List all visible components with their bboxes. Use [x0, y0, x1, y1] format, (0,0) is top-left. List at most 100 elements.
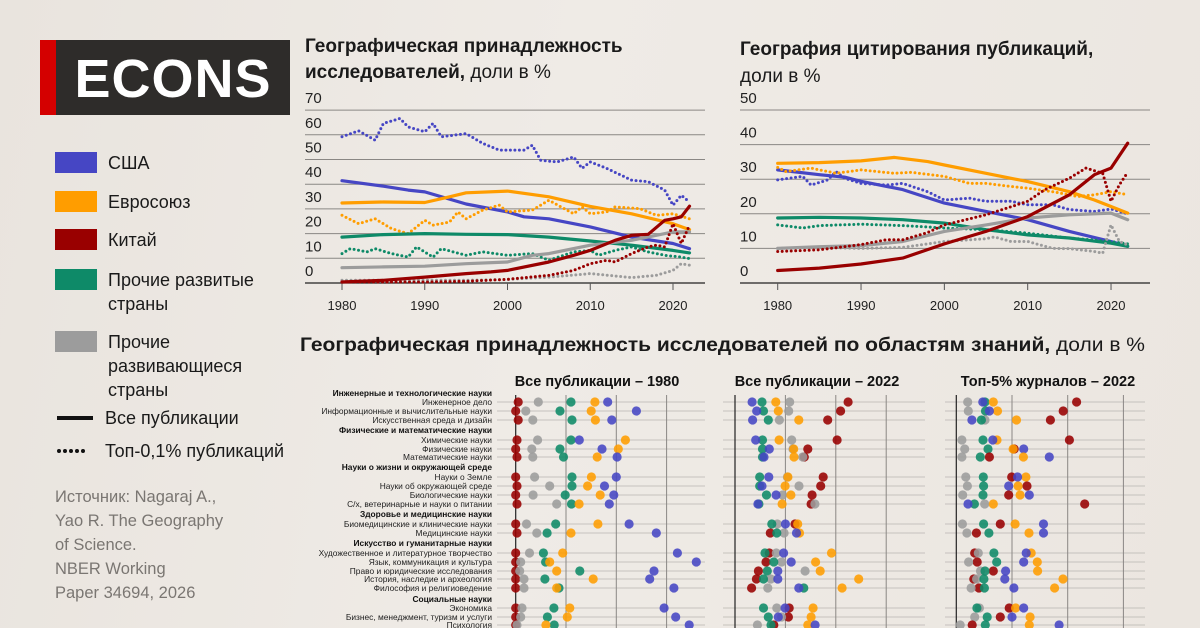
dot-Прочие развивающиеся страны: [955, 620, 965, 628]
dot-Прочие развивающиеся страны: [784, 406, 794, 416]
legend-label: развивающиеся: [108, 356, 242, 376]
dot-Китай: [783, 612, 794, 622]
dot-Прочие развивающиеся страны: [787, 435, 797, 445]
dot-Китай: [512, 499, 522, 509]
y-tick-label: 50: [740, 90, 757, 107]
dot-Евросоюз: [1010, 519, 1020, 529]
dot-Евросоюз: [803, 620, 813, 628]
dot-США: [645, 574, 655, 584]
fields-dot-plot: Географическая принадлежность исследоват…: [300, 335, 1145, 628]
dot-США: [691, 557, 701, 567]
dot-Китай: [511, 603, 521, 613]
dot-Евросоюз: [837, 583, 847, 593]
dot-США: [1019, 557, 1029, 567]
dot-Прочие развитые страны: [975, 452, 985, 462]
dot-Китай: [807, 490, 817, 500]
dot-США: [1054, 620, 1064, 628]
legend-label: Прочие: [108, 332, 170, 352]
series-line-dotted: [776, 223, 1130, 255]
y-tick-label: 30: [305, 189, 322, 206]
dot-Прочие развивающиеся страны: [528, 452, 538, 462]
dot-США: [1038, 519, 1049, 529]
dot-Китай: [818, 472, 828, 482]
field-label: Психология: [447, 620, 492, 628]
dot-США: [984, 406, 995, 416]
dot-Китай: [511, 472, 521, 482]
dot-Прочие развитые страны: [979, 574, 989, 584]
legend-swatch: [55, 331, 97, 352]
dot-Евросоюз: [586, 472, 597, 482]
dot-Евросоюз: [620, 435, 631, 445]
legend-swatch: [55, 191, 97, 212]
dot-США: [1007, 612, 1017, 622]
dot-Прочие развитые страны: [758, 574, 769, 584]
dot-Прочие развивающиеся страны: [798, 452, 808, 462]
dot-Евросоюз: [808, 603, 818, 613]
field-label: Биологические науки: [410, 490, 493, 500]
dot-США: [1019, 444, 1029, 454]
legend-swatch: [55, 152, 97, 173]
dot-Прочие развивающиеся страны: [800, 566, 810, 576]
dot-Евросоюз: [541, 620, 551, 628]
dot-Прочие развитые страны: [757, 444, 768, 454]
y-tick-label: 70: [305, 90, 322, 107]
dot-Китай: [972, 557, 982, 567]
dot-Евросоюз: [558, 548, 568, 558]
dot-Евросоюз: [562, 612, 572, 622]
legend-swatch: [55, 229, 97, 250]
dot-США: [669, 583, 679, 593]
dot-Прочие развивающиеся страны: [964, 557, 974, 567]
field-label: Биомедицинские и клинические науки: [344, 519, 492, 529]
dot-США: [753, 499, 763, 509]
title-bold: География цитирования публикаций,: [740, 39, 1093, 60]
dot-Прочие развивающиеся страны: [552, 499, 562, 509]
source-line: Paper 34694, 2026: [55, 584, 195, 602]
dot-Китай: [1022, 481, 1032, 491]
dot-Евросоюз: [1011, 603, 1021, 613]
dot-Китай: [765, 528, 775, 538]
dot-Евросоюз: [1033, 566, 1043, 576]
chart-title-line2: доли в %: [740, 66, 821, 87]
x-tick-label: 2000: [493, 298, 522, 313]
y-tick-label: 60: [305, 115, 322, 132]
dot-Прочие развивающиеся страны: [774, 415, 785, 425]
dot-Прочие развитые страны: [757, 435, 768, 445]
dot-Китай: [995, 519, 1005, 529]
dot-США: [1024, 490, 1034, 500]
dot-Прочие развитые страны: [575, 566, 585, 576]
dot-Евросоюз: [826, 548, 837, 558]
dot-Прочие развитые страны: [567, 472, 577, 482]
dot-Прочие развитые страны: [989, 548, 999, 558]
dot-США: [779, 548, 789, 558]
legend-item: США: [55, 152, 150, 173]
legend-top-publications-2: публикаций: [186, 441, 284, 461]
series-line-dotted: [776, 170, 1130, 216]
series-line-solid: [340, 230, 692, 270]
y-tick-label: 40: [740, 125, 757, 142]
dot-Евросоюз: [1024, 528, 1034, 538]
field-label: Язык, коммуникация и культура: [369, 557, 493, 567]
series-line-dotted: [776, 165, 1130, 198]
field-group-label: Физические и математические науки: [339, 425, 492, 435]
field-label: Художественное и литературное творчество: [319, 548, 493, 558]
dot-Прочие развивающиеся страны: [973, 548, 983, 558]
dot-США: [810, 620, 820, 628]
dot-США: [603, 397, 613, 407]
dot-Прочие развивающиеся страны: [524, 548, 535, 558]
chart-title-line2: исследователей, доли в %: [305, 62, 551, 83]
x-tick-label: 1990: [410, 298, 439, 313]
dot-Прочие развивающиеся страны: [778, 490, 788, 500]
y-tick-label: 20: [305, 214, 322, 231]
field-group-label: Искусство и гуманитарные науки: [354, 538, 492, 548]
dot-Прочие развивающиеся страны: [972, 574, 982, 584]
dot-США: [978, 397, 988, 407]
dot-Прочие развивающиеся страны: [516, 612, 526, 622]
dot-Китай: [512, 528, 522, 538]
field-label: Экономика: [449, 603, 492, 613]
dot-США: [988, 435, 998, 445]
dot-Прочие развивающиеся страны: [960, 444, 970, 454]
dot-Прочие развивающиеся страны: [512, 620, 522, 628]
series-line-solid: [340, 232, 692, 255]
dot-Китай: [816, 481, 826, 491]
